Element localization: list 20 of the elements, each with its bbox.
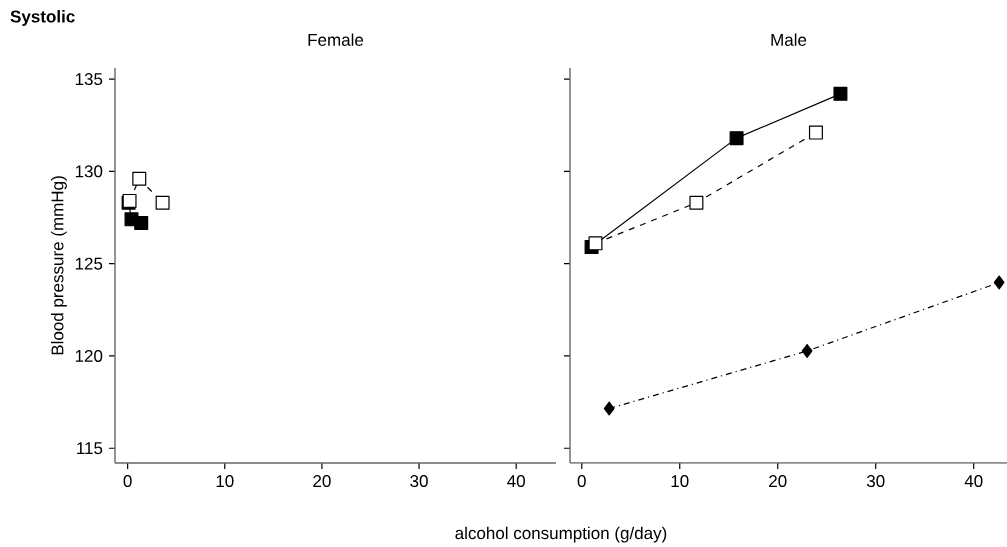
x-tick-label: 0: [577, 475, 586, 488]
x-tick-label: 10: [216, 475, 234, 488]
x-axis-title: alcohol consumption (g/day): [455, 526, 667, 543]
chart-title: Female: [308, 33, 364, 46]
y-tick-label: 120: [75, 349, 103, 362]
x-tick-label: 20: [769, 475, 787, 488]
y-tick-label: 135: [75, 73, 103, 86]
y-tick-label: 130: [75, 165, 103, 178]
x-tick-label: 10: [671, 475, 689, 488]
x-tick-label: 40: [964, 475, 983, 488]
x-tick-label: 20: [313, 475, 331, 488]
y-tick-label: 125: [75, 257, 103, 270]
y-axis-title: Blood pressure (mmHg): [50, 176, 67, 355]
x-tick-label: 0: [123, 475, 132, 488]
x-tick-label: 40: [507, 475, 525, 488]
x-tick-label: 30: [410, 475, 428, 488]
x-tick-label: 30: [866, 475, 885, 488]
text: Systolic: [10, 10, 75, 26]
y-tick-label: 115: [77, 442, 103, 455]
chart-title: Male: [771, 33, 807, 46]
